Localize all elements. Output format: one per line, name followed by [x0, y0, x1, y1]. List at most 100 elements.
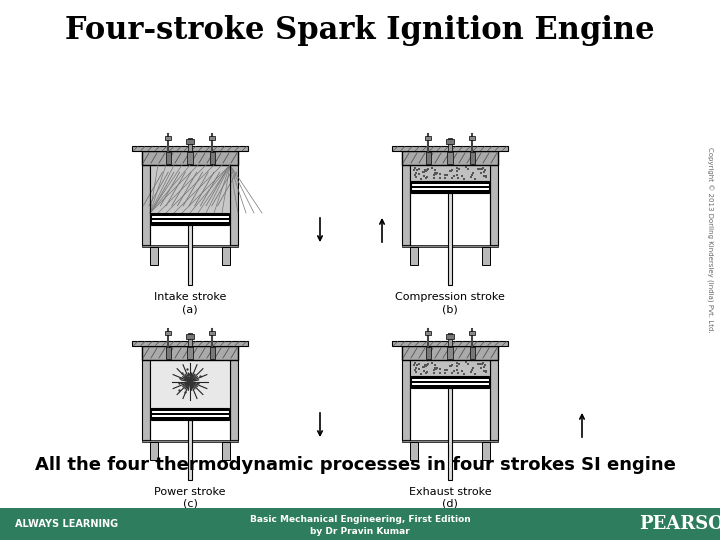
Point: [415, 369, 427, 378]
Point: [469, 369, 481, 378]
Bar: [482, 442, 490, 460]
Text: (c): (c): [183, 499, 197, 509]
Point: [418, 363, 430, 372]
Bar: [448, 333, 452, 346]
Point: [409, 366, 420, 375]
Bar: [165, 136, 171, 140]
Point: [410, 364, 421, 373]
Point: [452, 368, 464, 377]
Point: [440, 173, 451, 182]
Point: [181, 379, 192, 388]
Point: [184, 370, 195, 379]
Bar: [142, 151, 150, 245]
Point: [411, 361, 423, 369]
Bar: [411, 181, 489, 184]
Point: [420, 166, 432, 174]
Point: [451, 359, 463, 368]
Bar: [151, 213, 229, 225]
Point: [418, 168, 430, 177]
Bar: [448, 138, 452, 151]
Point: [419, 166, 431, 175]
Bar: [150, 165, 230, 213]
Bar: [166, 152, 171, 164]
Point: [460, 358, 472, 367]
Point: [184, 376, 195, 385]
Bar: [425, 136, 431, 140]
Point: [474, 360, 486, 369]
Text: (b): (b): [442, 304, 458, 314]
Bar: [411, 190, 489, 193]
Point: [480, 165, 491, 174]
Bar: [490, 346, 498, 440]
Point: [434, 174, 446, 183]
Point: [194, 372, 206, 381]
Point: [465, 368, 477, 376]
Point: [441, 171, 452, 180]
Point: [451, 164, 463, 173]
Point: [415, 174, 427, 183]
Bar: [392, 341, 508, 346]
Point: [453, 164, 464, 173]
Point: [421, 172, 433, 181]
Bar: [142, 151, 238, 165]
Point: [429, 363, 441, 372]
Point: [478, 168, 490, 177]
Point: [477, 359, 488, 368]
Bar: [151, 222, 229, 225]
Bar: [150, 442, 158, 460]
Point: [420, 174, 432, 183]
Point: [186, 371, 197, 380]
Point: [181, 383, 192, 392]
Bar: [469, 347, 474, 359]
Point: [458, 369, 469, 378]
Point: [431, 168, 443, 177]
Point: [174, 379, 185, 388]
Bar: [210, 152, 215, 164]
Bar: [142, 346, 150, 440]
Point: [429, 168, 441, 177]
Point: [413, 165, 425, 174]
Point: [451, 171, 463, 179]
Point: [439, 171, 451, 179]
Point: [444, 167, 455, 176]
Bar: [209, 136, 215, 140]
Point: [466, 366, 477, 374]
Bar: [410, 442, 418, 460]
Point: [185, 382, 197, 390]
Point: [451, 362, 463, 371]
Point: [456, 367, 468, 375]
Point: [440, 368, 451, 377]
Point: [456, 172, 468, 180]
Bar: [187, 347, 193, 359]
Point: [446, 361, 457, 369]
Bar: [402, 346, 498, 360]
Point: [420, 361, 432, 369]
Point: [420, 361, 431, 370]
Bar: [165, 331, 171, 335]
Bar: [402, 151, 410, 245]
Bar: [411, 381, 489, 383]
Text: (d): (d): [442, 499, 458, 509]
Point: [428, 366, 440, 374]
Point: [179, 388, 191, 396]
Bar: [0, 508, 720, 540]
Point: [176, 368, 188, 377]
Text: by Dr Pravin Kumar: by Dr Pravin Kumar: [310, 526, 410, 536]
Bar: [132, 341, 248, 346]
Point: [421, 367, 433, 376]
Bar: [230, 346, 238, 440]
Point: [186, 370, 198, 379]
Bar: [210, 347, 215, 359]
Point: [452, 369, 464, 377]
Bar: [411, 385, 489, 388]
Point: [451, 167, 463, 176]
Text: Exhaust stroke: Exhaust stroke: [409, 487, 491, 497]
Point: [478, 363, 490, 372]
Point: [417, 167, 428, 176]
Bar: [411, 186, 489, 188]
Point: [431, 363, 443, 372]
Bar: [151, 417, 229, 420]
Text: Basic Mechanical Engineering, First Edition: Basic Mechanical Engineering, First Edit…: [250, 515, 470, 524]
Bar: [446, 139, 454, 144]
Point: [192, 379, 204, 387]
